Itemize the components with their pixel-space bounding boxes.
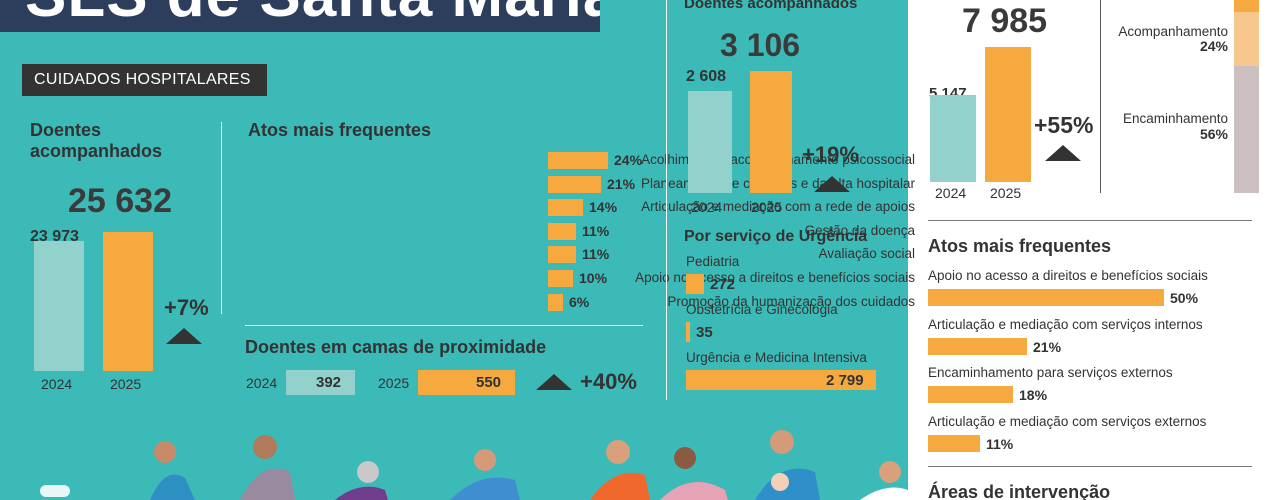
chart4-year-2025: 2025 (751, 199, 783, 215)
chart4-title: Doentes acompanhados (684, 0, 858, 12)
act-label: Apoio no acesso a direitos e benefícios … (635, 270, 915, 285)
stack-segment-acompanhamento (1234, 12, 1259, 66)
act-right-bar (928, 434, 980, 452)
chart3-title: Doentes em camas de proximidade (245, 337, 547, 357)
service-label: Obstetrícia e Ginecologia (686, 302, 838, 317)
chart4-value-2025: 3 106 (720, 27, 801, 63)
service-value: 2 799 (826, 372, 864, 389)
stack-label-encaminhamento: Encaminhamento (1122, 111, 1228, 126)
stack-label-acompanhamento: Acompanhamento (1118, 24, 1228, 39)
act-right-label: Articulação e mediação com serviços inte… (928, 316, 1203, 332)
chart3-up-arrow-icon (536, 374, 572, 390)
chart3-year-2025: 2025 (378, 375, 410, 391)
act-pct: 24% (614, 152, 643, 168)
act-right-bar (928, 337, 1027, 355)
service-label: Urgência e Medicina Intensiva (686, 350, 867, 365)
chart8-title: Atos mais frequentes (928, 236, 1112, 256)
chart1-year-2024: 2024 (41, 376, 73, 392)
chart6-up-arrow-icon (1045, 145, 1081, 161)
divider (245, 325, 643, 326)
act-bar (548, 152, 608, 169)
chart1-up-arrow-icon (166, 328, 202, 344)
act-pct: 10% (579, 270, 608, 286)
chart1-value-2024: 23 973 (30, 228, 79, 245)
chart4-bar-2025 (750, 71, 792, 193)
divider (928, 220, 1252, 221)
stack-segment-top (1234, 0, 1259, 12)
chart3-year-2024: 2024 (246, 375, 278, 391)
chart3-value-2024: 392 (316, 374, 342, 391)
chart1-year-2025: 2025 (110, 376, 142, 392)
chart4-value-2024: 2 608 (686, 68, 727, 85)
chart6-year-2025: 2025 (990, 185, 1022, 201)
title-banner: SLS de Santa Maria (0, 0, 600, 32)
chart1-value-2025: 25 632 (68, 182, 172, 220)
act-pct: 11% (582, 246, 610, 263)
service-value: 35 (696, 324, 713, 341)
page-title: SLS de Santa Maria (25, 0, 600, 31)
act-right-pct: 11% (986, 435, 1014, 452)
act-right-label: Encaminhamento para serviços externos (928, 365, 1173, 380)
chart1-change: +7% (164, 295, 209, 320)
stack-value-acompanhamento: 24% (1199, 38, 1228, 54)
act-bar (548, 293, 563, 311)
chart3-value-2025: 550 (476, 374, 502, 391)
stack-value-encaminhamento: 56% (1199, 126, 1228, 142)
divider (1100, 0, 1101, 193)
chart3-change: +40% (580, 369, 637, 394)
act-bar (548, 199, 583, 217)
chart4-up-arrow-icon (814, 176, 850, 192)
act-pct: 14% (589, 199, 618, 216)
act-label: Gestão da doença (804, 222, 915, 238)
chart3-bar-2025 (418, 370, 515, 395)
divider (928, 466, 1252, 467)
act-right-pct: 21% (1033, 338, 1062, 355)
divider (221, 122, 222, 314)
stack-segment-encaminhamento (1234, 66, 1259, 193)
chart6-value-2025: 7 985 (962, 2, 1048, 40)
service-bar (686, 274, 704, 294)
act-pct: 11% (582, 222, 610, 239)
section-tag: CUIDADOS HOSPITALARES (22, 64, 267, 96)
chart4-bar-2024 (688, 91, 732, 193)
chart4-change: +19% (802, 142, 859, 167)
act-right-pct: 50% (1170, 290, 1199, 306)
act-pct: 6% (569, 293, 590, 310)
act-bar (548, 270, 573, 287)
act-right-label: Articulação e mediação com serviços exte… (928, 413, 1207, 429)
service-bar (686, 370, 876, 390)
service-bar (686, 322, 690, 342)
chart6-change: +55% (1034, 112, 1094, 138)
chart3-bar-2024 (286, 370, 355, 395)
act-right-pct: 18% (1019, 387, 1048, 403)
chart6-bar-2024 (930, 95, 976, 182)
chart6-year-2024: 2024 (935, 185, 967, 201)
service-value: 272 (710, 276, 736, 293)
areas-heading: Áreas de intervenção (928, 482, 1111, 500)
act-right-bar (928, 386, 1013, 403)
divider (666, 0, 667, 400)
act-right-label: Apoio no acesso a direitos e benefícios … (928, 268, 1208, 283)
chart4-year-2024: 2024 (691, 199, 723, 215)
act-bar (548, 222, 576, 240)
act-label: Promoção da humanização dos cuidados (667, 293, 915, 309)
chart2-title: Atos mais frequentes (248, 120, 432, 140)
chart1-title: Doentes acompanhados (30, 120, 163, 161)
right-panel (908, 0, 1280, 500)
people-illustration (40, 430, 908, 500)
act-bar (548, 246, 576, 264)
act-label: Avaliação social (818, 246, 915, 262)
act-right-bar (928, 289, 1164, 306)
act-bar (548, 175, 601, 193)
act-label: Articulação e mediação com a rede de apo… (641, 199, 915, 215)
chart6-bar-2025 (985, 47, 1031, 182)
act-pct: 21% (607, 175, 636, 192)
chart1-bar-2025 (103, 232, 153, 371)
chart1-bar-2024 (34, 241, 84, 371)
chart5-title: Por serviço de Urgência (684, 228, 868, 245)
service-label: Pediatria (686, 254, 740, 269)
